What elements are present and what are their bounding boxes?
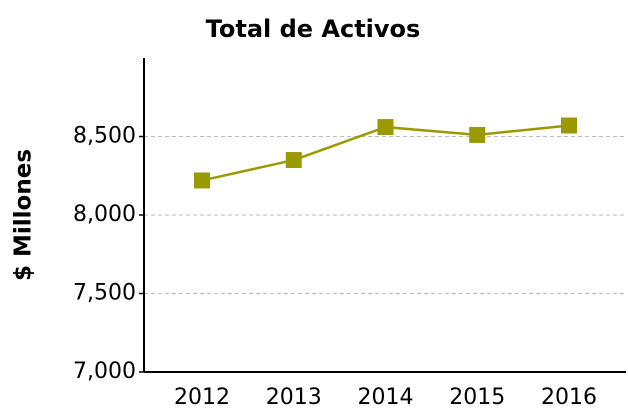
point-marker (377, 119, 394, 136)
y-tick-label: 7,500 (73, 281, 136, 306)
x-tick-label: 2015 (449, 385, 505, 409)
x-tick-label: 2012 (174, 385, 230, 409)
y-tick-label: 8,500 (73, 124, 136, 149)
point-marker (469, 126, 486, 143)
y-axis-label: $ Millones (11, 149, 37, 281)
y-tick-label: 7,000 (73, 359, 136, 384)
point-marker (194, 172, 210, 189)
x-tick-label: 2013 (266, 385, 322, 409)
x-tick-label: 2014 (358, 385, 414, 409)
point-marker (561, 117, 577, 134)
chart-title: Total de Activos (206, 15, 421, 43)
point-marker (285, 152, 302, 169)
y-tick-label: 8,000 (73, 202, 136, 227)
x-tick-label: 2016 (541, 385, 597, 409)
